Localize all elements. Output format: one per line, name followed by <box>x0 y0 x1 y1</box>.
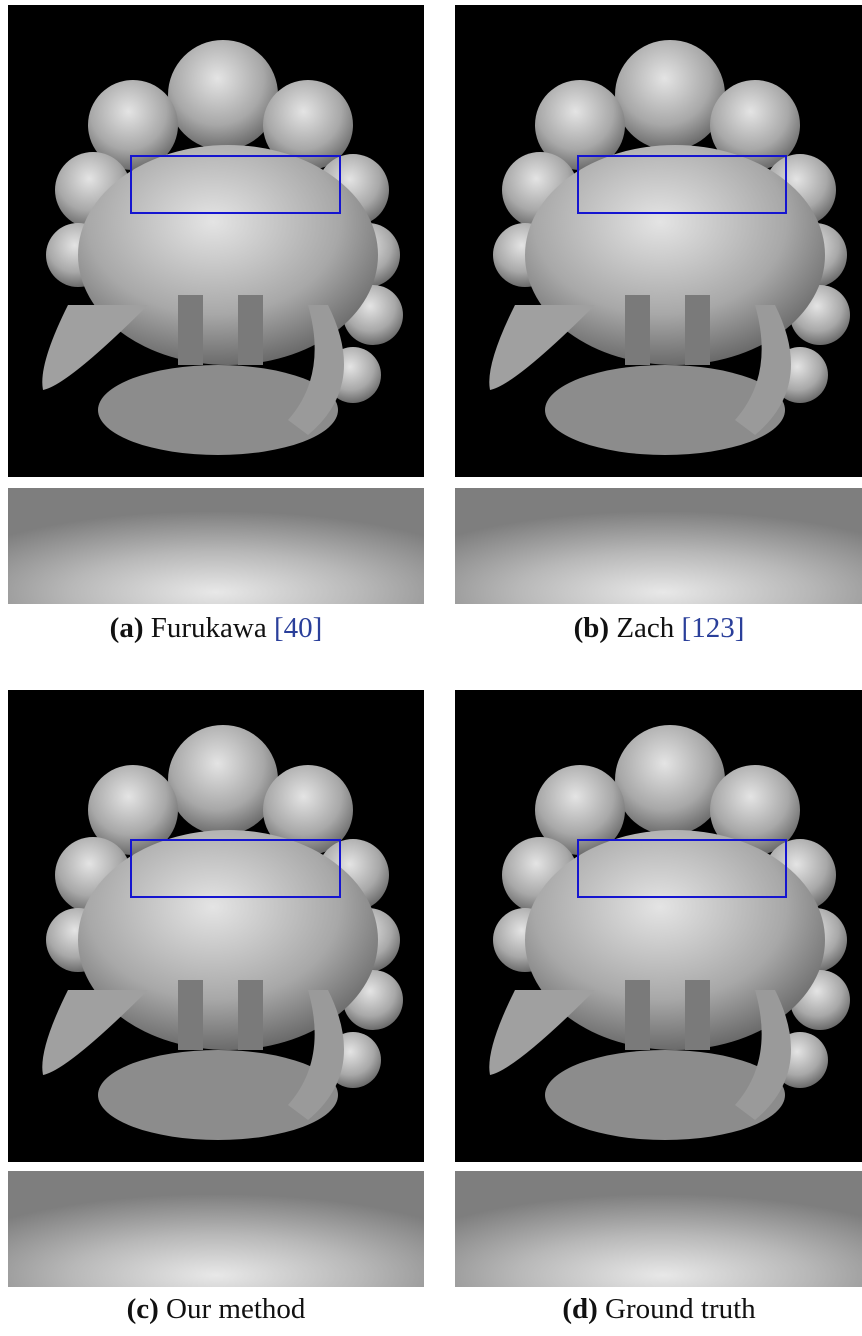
caption-label: (c) <box>127 1293 159 1325</box>
figure: (a) Furukawa [40] (b) Zach [123] (c) Our… <box>0 0 862 1336</box>
caption: (b) Zach [123] <box>449 612 862 645</box>
crop-image <box>455 488 862 604</box>
caption: (a) Furukawa [40] <box>6 612 426 645</box>
render-image <box>455 5 862 477</box>
caption-text: Zach <box>616 612 674 644</box>
caption-text: Furukawa <box>151 612 267 644</box>
caption: (d) Ground truth <box>449 1293 862 1326</box>
render-image <box>8 5 424 477</box>
crop-image <box>8 488 424 604</box>
caption-label: (a) <box>110 612 144 644</box>
citation[interactable]: [40] <box>274 612 322 644</box>
figure-graphics <box>0 0 862 1336</box>
caption-text: Ground truth <box>605 1293 756 1325</box>
caption: (c) Our method <box>6 1293 426 1326</box>
crop-image <box>8 1171 424 1287</box>
render-image <box>455 690 862 1162</box>
crop-image <box>455 1171 862 1287</box>
caption-label: (b) <box>574 612 609 644</box>
render-image <box>8 690 424 1162</box>
citation[interactable]: [123] <box>682 612 745 644</box>
caption-text: Our method <box>166 1293 305 1325</box>
caption-label: (d) <box>562 1293 597 1325</box>
